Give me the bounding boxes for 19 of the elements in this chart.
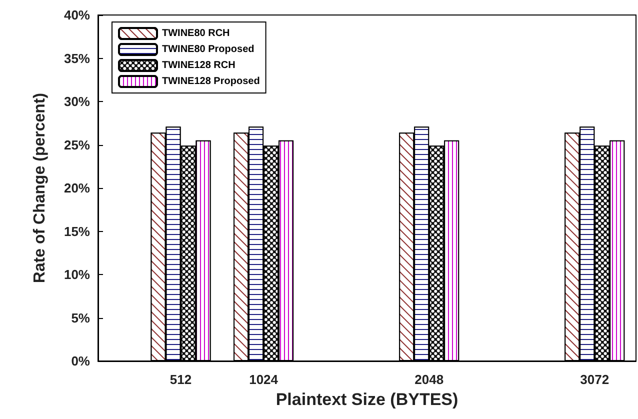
- y-tick-label: 35%: [64, 50, 90, 66]
- y-tick-label: 5%: [71, 310, 90, 326]
- y-tick-label: 25%: [64, 137, 90, 152]
- y-tick-label: 40%: [64, 8, 90, 22]
- legend-label: TWINE128 Proposed: [162, 76, 260, 87]
- x-tick-label: 512: [170, 372, 192, 387]
- y-tick-label: 0%: [71, 354, 90, 368]
- y-axis-title: Rate of Change (percent): [32, 92, 48, 284]
- y-tick-label: 20%: [64, 180, 90, 196]
- y-tick-label: 10%: [64, 267, 90, 282]
- legend-label: TWINE128 RCH: [162, 60, 236, 71]
- x-axis-title: Plaintext Size (BYTES): [276, 390, 458, 409]
- x-tick-label: 2048: [414, 372, 444, 387]
- x-tick-label: 1024: [249, 372, 279, 387]
- legend-label: TWINE80 RCH: [162, 28, 230, 39]
- legend-label: TWINE80 Proposed: [162, 44, 254, 55]
- y-tick-label: 30%: [64, 94, 90, 109]
- x-tick-label: 3072: [580, 372, 610, 387]
- y-tick-label: 15%: [64, 224, 90, 239]
